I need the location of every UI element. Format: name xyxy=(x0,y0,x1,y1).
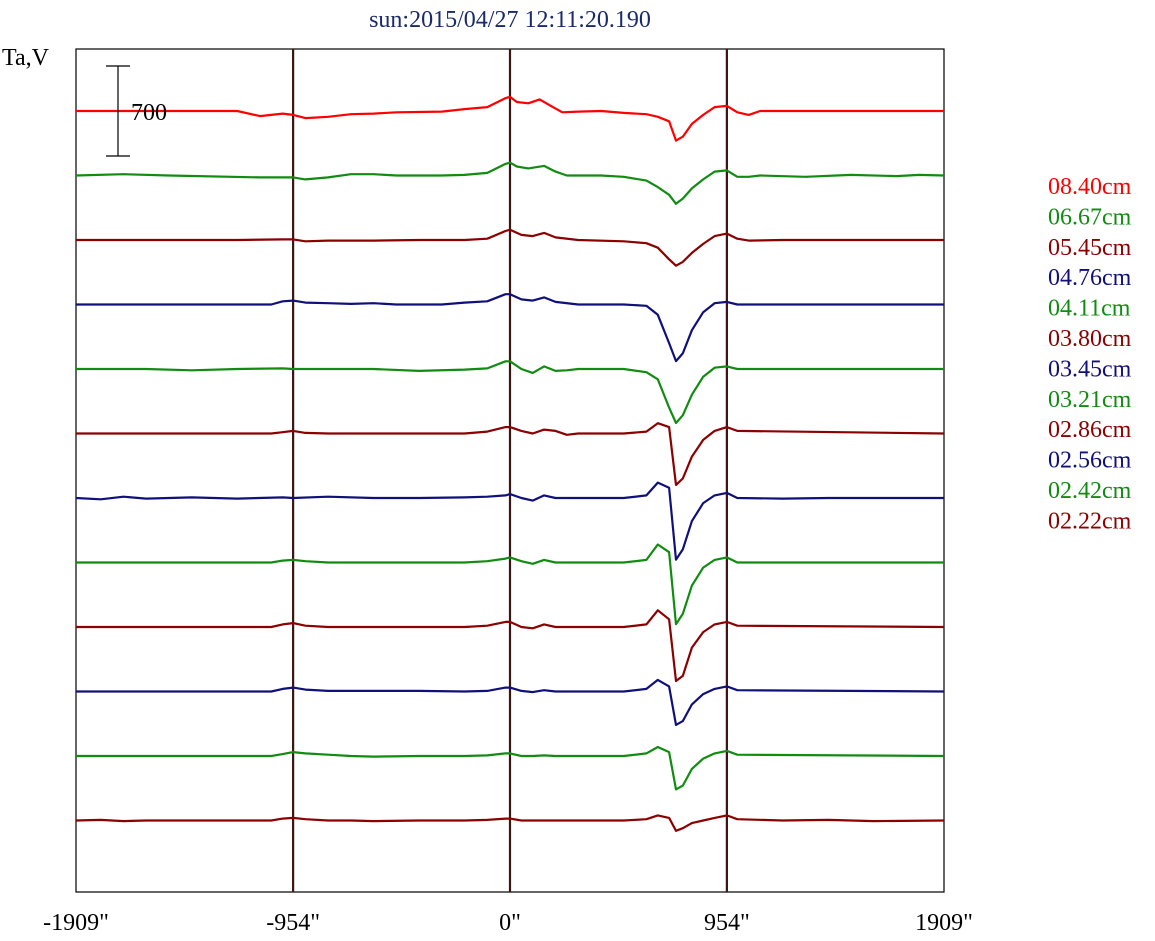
series-line-0 xyxy=(76,95,944,142)
legend-item-4: 04.11cm xyxy=(1048,296,1131,322)
legend-item-1: 06.67cm xyxy=(1048,204,1132,230)
legend-item-10: 02.42cm xyxy=(1048,478,1132,504)
series-line-3 xyxy=(76,293,944,363)
legend-item-2: 05.45cm xyxy=(1048,235,1132,261)
legend-item-3: 04.76cm xyxy=(1048,265,1132,291)
x-tick-label-0: -1909" xyxy=(43,910,109,936)
series-layer xyxy=(75,95,945,832)
x-tick-label-4: 1909" xyxy=(915,910,973,936)
chart-title: sun:2015/04/27 12:11:20.190 xyxy=(369,7,651,33)
x-tick-label-1: -954" xyxy=(266,910,320,936)
series-line-1 xyxy=(75,161,945,205)
legend-item-7: 03.21cm xyxy=(1048,387,1132,413)
series-line-8 xyxy=(76,609,945,683)
legend-item-9: 02.56cm xyxy=(1048,448,1132,474)
series-line-4 xyxy=(76,360,944,425)
y-axis-label: Ta,V xyxy=(2,45,50,71)
legend-item-8: 02.86cm xyxy=(1048,417,1132,443)
series-line-5 xyxy=(76,422,945,486)
x-axis-ticks: -1909" -954" 0" 954" 1909" xyxy=(43,910,973,936)
series-line-10 xyxy=(76,745,945,791)
x-tick-label-3: 954" xyxy=(704,910,750,936)
series-line-7 xyxy=(76,543,944,626)
vertical-markers xyxy=(292,49,728,892)
legend-item-5: 03.80cm xyxy=(1048,326,1132,352)
legend-item-11: 02.22cm xyxy=(1048,508,1132,534)
legend: 08.40cm 06.67cm 05.45cm 04.76cm 04.11cm 03.80… xyxy=(1048,174,1132,534)
legend-item-6: 03.45cm xyxy=(1048,356,1132,382)
scale-bar-label: 700 xyxy=(131,100,167,126)
legend-item-0: 08.40cm xyxy=(1048,174,1132,200)
series-line-9 xyxy=(76,678,945,726)
series-line-6 xyxy=(75,481,944,561)
scale-bar: 700 xyxy=(106,65,167,157)
x-tick-label-2: 0" xyxy=(499,910,521,936)
series-line-11 xyxy=(75,814,945,832)
series-line-2 xyxy=(76,228,944,267)
